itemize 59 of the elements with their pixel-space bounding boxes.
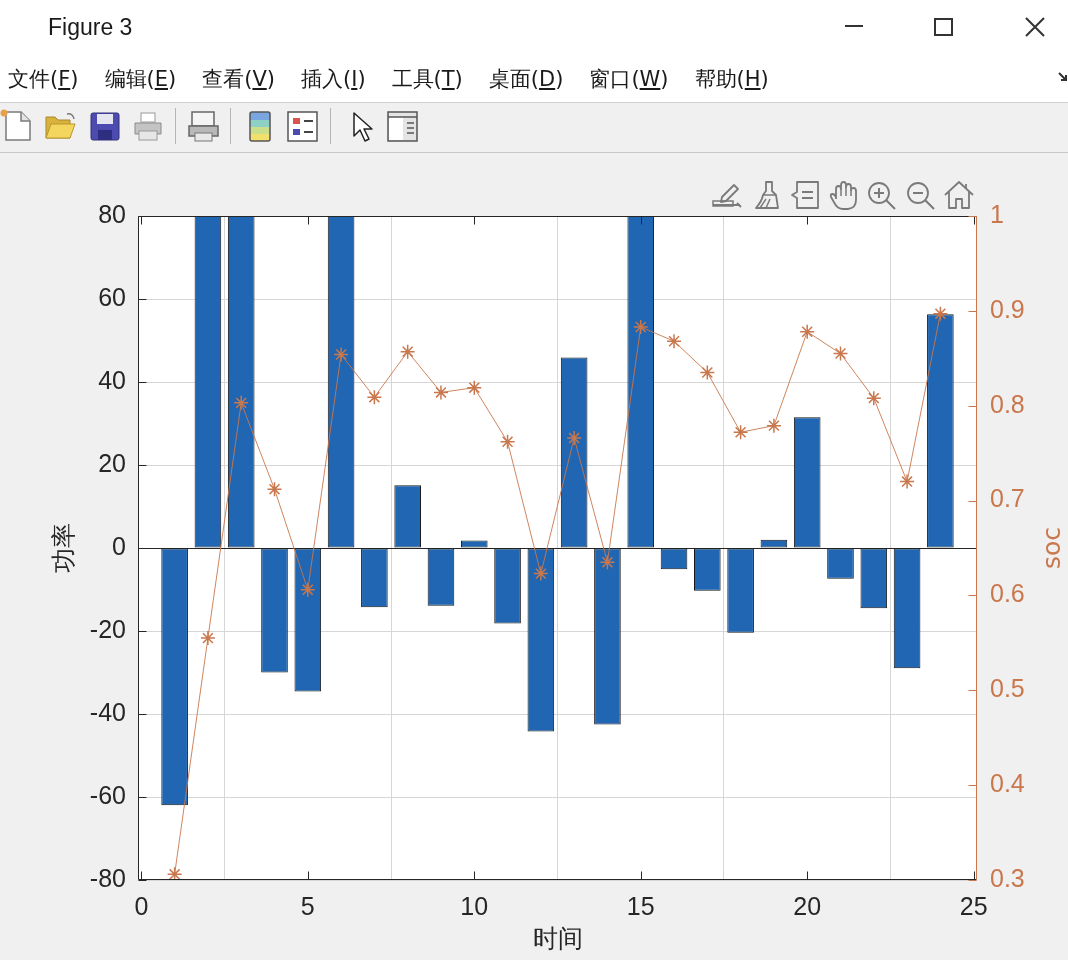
chart-title: Figure 3: [48, 13, 133, 41]
text: 查看(V): [202, 65, 275, 93]
x-tick-label: 20: [793, 891, 822, 920]
x-tick-label: 10: [460, 891, 489, 920]
point: [433, 384, 449, 401]
point: [300, 581, 316, 598]
y-tick-label: -40: [89, 697, 126, 726]
y-tick-label: 20: [98, 448, 126, 477]
point: [366, 389, 383, 405]
point: [333, 346, 349, 363]
text: 帮助(H): [694, 65, 769, 93]
y2-tick-label: 0.8: [990, 389, 1025, 418]
y-tick-label: -20: [89, 614, 126, 643]
y-tick-label: 40: [98, 365, 126, 394]
point: [533, 565, 549, 582]
y-tick-label: 60: [98, 282, 126, 311]
point: [732, 424, 749, 441]
x-tick-label: 5: [300, 891, 315, 920]
point: [166, 866, 183, 880]
point: [666, 333, 682, 349]
text: 文件(F): [8, 65, 79, 93]
point: [399, 343, 416, 360]
x-tick-label: 0: [134, 891, 149, 920]
point: [266, 481, 283, 497]
point: [866, 390, 882, 406]
point: [566, 430, 582, 446]
y2-tick-label: 0.4: [990, 769, 1025, 798]
point: [599, 554, 616, 570]
point: [799, 323, 815, 340]
y2-axis-title: soc: [1036, 526, 1066, 570]
y2-tick-label: 0.7: [990, 484, 1025, 513]
point: [832, 345, 849, 362]
point: [699, 364, 716, 381]
text: 窗口(W): [589, 65, 669, 93]
x-tick-label: 15: [626, 891, 655, 920]
text: 桌面(D): [488, 65, 564, 93]
y2-tick-label: 0.5: [990, 674, 1025, 703]
y-tick-label: 0: [112, 531, 126, 560]
y2-tick-label: 1: [990, 199, 1004, 228]
point: [899, 473, 915, 490]
y-tick-label: -60: [89, 780, 126, 809]
point: [233, 395, 249, 411]
point: [632, 319, 649, 335]
y-tick-label: 80: [98, 199, 126, 228]
point: [932, 305, 949, 322]
text: 编辑(E): [104, 65, 177, 93]
point: [466, 379, 483, 396]
x-axis-title: 时间: [532, 923, 583, 953]
y2-tick-label: 0.9: [990, 294, 1025, 323]
y2-tick-label: 0.6: [990, 579, 1025, 608]
point: [200, 630, 216, 646]
point: [499, 434, 516, 450]
point: [766, 417, 782, 434]
y-tick-label: -80: [89, 863, 126, 892]
y-axis-title: 功率: [48, 523, 78, 573]
text: 工具(T): [391, 65, 463, 93]
x-tick-label: 25: [959, 891, 988, 920]
y2-tick-label: 0.3: [990, 863, 1025, 892]
text: 插入(I): [300, 65, 366, 93]
